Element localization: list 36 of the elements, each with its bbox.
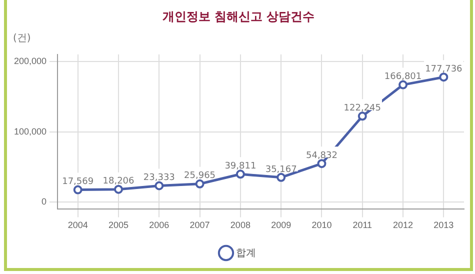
point [114,184,124,194]
data-label: 35,167 [265,164,297,175]
x-tick-label: 2005 [108,220,129,230]
x-tick-label: 2011 [352,220,372,230]
x-tick-label: 2008 [230,220,250,230]
x-tick-label: 2010 [312,220,332,230]
point [154,181,164,190]
y-tick-label: 200,000 [14,56,47,66]
data-label: 17,569 [62,177,94,188]
point [398,80,408,90]
point [236,170,245,179]
data-label: 25,965 [184,171,216,182]
x-tick-label: 2012 [393,220,414,230]
data-label: 122,245 [344,103,381,114]
y-tick-label: 100,000 [14,126,47,136]
x-tick-label: 2009 [271,220,292,230]
chart-title: 개인정보 침해신고 상담건수 [162,9,315,24]
point [276,172,286,182]
data-label: 18,206 [102,176,135,187]
data-label: 39,811 [224,161,256,172]
point [317,159,326,168]
point [73,185,82,194]
data-label: 23,333 [143,173,175,184]
data-label: 166,801 [384,72,422,82]
x-tick-label: 2007 [190,220,210,230]
data-label: 54,832 [306,150,338,161]
y-axis-title: (건) [13,32,31,44]
data-label: 177,736 [425,64,463,74]
x-tick-label: 2006 [149,220,170,230]
legend-label: 합계 [236,248,256,259]
point [439,72,448,82]
point [358,112,367,121]
x-tick-label: 2004 [68,220,88,230]
x-tick-label: 2013 [434,220,454,230]
point [195,179,204,188]
y-tick-label: 0 [42,196,47,207]
